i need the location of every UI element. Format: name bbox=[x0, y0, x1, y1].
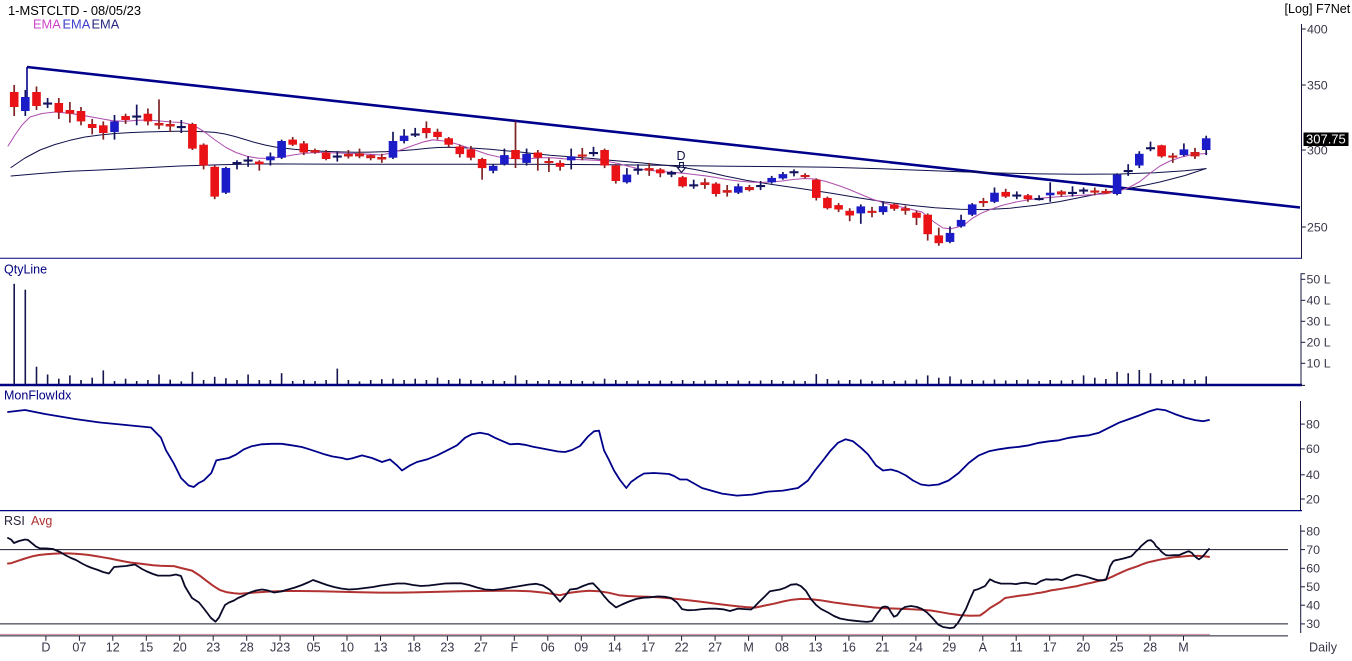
svg-text:22: 22 bbox=[675, 641, 689, 655]
svg-text:400: 400 bbox=[1307, 22, 1328, 36]
svg-text:27: 27 bbox=[474, 641, 488, 655]
svg-text:17: 17 bbox=[1043, 641, 1057, 655]
svg-text:1-MSTCLTD - 08/05/23: 1-MSTCLTD - 08/05/23 bbox=[8, 3, 141, 18]
svg-text:08: 08 bbox=[775, 641, 789, 655]
svg-text:05: 05 bbox=[307, 641, 321, 655]
svg-text:40: 40 bbox=[1306, 468, 1320, 482]
svg-text:50: 50 bbox=[1306, 580, 1320, 594]
svg-text:EMA: EMA bbox=[63, 17, 91, 32]
svg-text:M: M bbox=[1178, 641, 1189, 655]
svg-text:10: 10 bbox=[340, 641, 354, 655]
svg-text:30 L: 30 L bbox=[1307, 315, 1331, 329]
svg-text:70: 70 bbox=[1306, 543, 1320, 557]
svg-text:300: 300 bbox=[1307, 143, 1328, 157]
svg-text:07: 07 bbox=[72, 641, 86, 655]
svg-text:EMA: EMA bbox=[92, 17, 120, 32]
svg-text:RSI: RSI bbox=[4, 514, 25, 528]
svg-text:13: 13 bbox=[808, 641, 822, 655]
svg-text:20: 20 bbox=[1306, 492, 1320, 506]
svg-text:EMA: EMA bbox=[33, 17, 61, 32]
svg-text:60: 60 bbox=[1306, 442, 1320, 456]
svg-text:23: 23 bbox=[206, 641, 220, 655]
svg-text:D: D bbox=[41, 641, 50, 655]
svg-text:50 L: 50 L bbox=[1307, 273, 1331, 287]
svg-text:60: 60 bbox=[1306, 562, 1320, 576]
svg-text:18: 18 bbox=[407, 641, 421, 655]
svg-text:QtyLine: QtyLine bbox=[4, 263, 47, 277]
svg-text:30: 30 bbox=[1306, 617, 1320, 631]
svg-text:09: 09 bbox=[574, 641, 588, 655]
svg-text:D: D bbox=[676, 149, 685, 163]
svg-text:10 L: 10 L bbox=[1307, 357, 1331, 371]
svg-text:29: 29 bbox=[942, 641, 956, 655]
svg-text:11: 11 bbox=[1010, 641, 1023, 655]
svg-text:16: 16 bbox=[842, 641, 856, 655]
svg-text:M: M bbox=[743, 641, 754, 655]
svg-text:21: 21 bbox=[875, 641, 889, 655]
svg-text:28: 28 bbox=[240, 641, 254, 655]
svg-text:40 L: 40 L bbox=[1307, 294, 1331, 308]
svg-text:17: 17 bbox=[641, 641, 655, 655]
svg-text:250: 250 bbox=[1307, 220, 1328, 234]
svg-text:20 L: 20 L bbox=[1307, 336, 1331, 350]
svg-text:20: 20 bbox=[1076, 641, 1090, 655]
svg-text:20: 20 bbox=[173, 641, 187, 655]
svg-text:27: 27 bbox=[708, 641, 722, 655]
svg-text:Daily: Daily bbox=[1309, 641, 1338, 655]
svg-text:80: 80 bbox=[1306, 417, 1320, 431]
svg-text:F: F bbox=[510, 641, 518, 655]
svg-text:15: 15 bbox=[139, 641, 153, 655]
svg-text:28: 28 bbox=[1143, 641, 1157, 655]
svg-text:13: 13 bbox=[373, 641, 387, 655]
svg-text:24: 24 bbox=[909, 641, 923, 655]
svg-text:12: 12 bbox=[106, 641, 120, 655]
svg-text:350: 350 bbox=[1307, 78, 1328, 92]
svg-text:307.75: 307.75 bbox=[1306, 132, 1346, 147]
svg-text:80: 80 bbox=[1306, 524, 1320, 538]
svg-text:MonFlowIdx: MonFlowIdx bbox=[4, 389, 72, 403]
svg-text:A: A bbox=[979, 641, 988, 655]
svg-text:40: 40 bbox=[1306, 599, 1320, 613]
svg-text:06: 06 bbox=[541, 641, 555, 655]
svg-text:23: 23 bbox=[440, 641, 454, 655]
svg-text:14: 14 bbox=[608, 641, 622, 655]
svg-text:Avg: Avg bbox=[31, 514, 52, 528]
svg-text:25: 25 bbox=[1110, 641, 1124, 655]
svg-text:J23: J23 bbox=[270, 641, 290, 655]
svg-text:[Log] F7Net: [Log] F7Net bbox=[1285, 2, 1351, 16]
